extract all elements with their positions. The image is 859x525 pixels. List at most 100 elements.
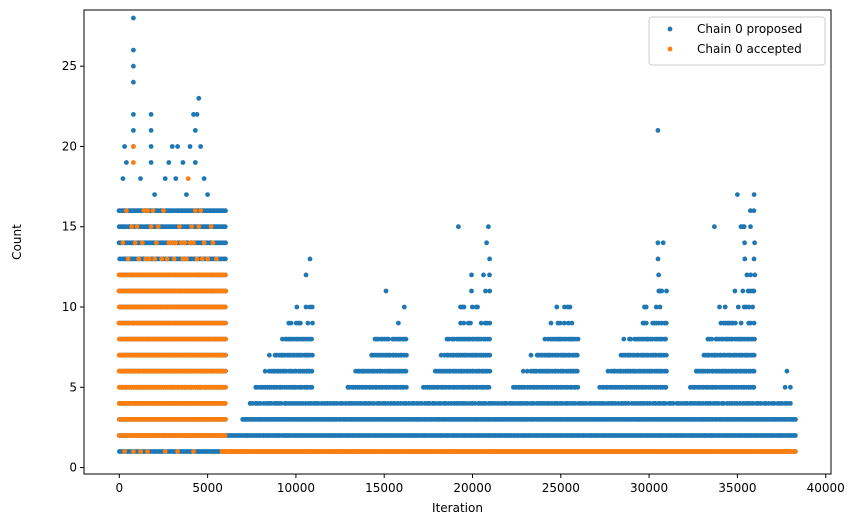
proposed-point	[751, 320, 757, 326]
proposed-point	[751, 384, 757, 390]
accepted-point	[198, 208, 204, 214]
accepted-point	[146, 256, 152, 262]
y-tick-label: 10	[62, 300, 77, 314]
proposed-point	[307, 256, 313, 262]
legend-label-proposed: Chain 0 proposed	[697, 22, 802, 36]
y-tick-label: 5	[69, 380, 77, 394]
accepted-point	[120, 240, 126, 246]
proposed-point	[169, 144, 175, 149]
accepted-point	[131, 144, 136, 149]
accepted-point	[134, 224, 140, 230]
proposed-point	[383, 288, 389, 294]
proposed-point	[205, 192, 211, 198]
proposed-point	[664, 368, 669, 374]
accepted-point	[129, 224, 135, 230]
x-tick-label: 40000	[807, 481, 845, 495]
x-tick-label: 30000	[630, 481, 668, 495]
proposed-point	[303, 272, 309, 278]
y-tick-label: 15	[62, 220, 77, 234]
accepted-point	[138, 449, 143, 454]
proposed-point	[487, 256, 492, 262]
x-tick-label: 20000	[453, 481, 491, 495]
accepted-point	[177, 224, 182, 230]
proposed-point	[782, 384, 788, 390]
proposed-point	[438, 352, 444, 358]
proposed-point	[748, 224, 753, 230]
proposed-point	[288, 320, 294, 326]
proposed-point	[626, 401, 631, 406]
proposed-point	[655, 256, 661, 262]
proposed-point	[309, 336, 314, 342]
x-tick-label: 5000	[192, 481, 223, 495]
proposed-point	[655, 240, 661, 246]
proposed-point	[469, 288, 474, 294]
series-accepted-points	[116, 144, 798, 454]
accepted-point	[210, 240, 216, 246]
proposed-point	[524, 368, 530, 374]
proposed-point	[709, 336, 715, 342]
accepted-point	[187, 240, 193, 246]
proposed-point	[468, 320, 473, 326]
proposed-point	[162, 176, 168, 182]
accepted-point	[199, 256, 205, 262]
proposed-point	[180, 160, 186, 165]
proposed-point	[750, 401, 756, 406]
accepted-point	[222, 272, 228, 278]
proposed-point	[484, 240, 489, 246]
proposed-point	[746, 304, 752, 310]
accepted-point	[223, 336, 229, 342]
x-tick-label: 10000	[277, 481, 315, 495]
proposed-point	[712, 224, 717, 230]
proposed-point	[528, 352, 534, 358]
proposed-point	[298, 320, 303, 326]
proposed-point	[294, 304, 300, 310]
proposed-point	[148, 112, 154, 117]
accepted-point	[208, 224, 214, 230]
proposed-point	[751, 352, 757, 358]
accepted-point	[194, 256, 200, 262]
proposed-point	[131, 79, 136, 85]
accepted-point	[166, 240, 172, 246]
proposed-point	[643, 320, 649, 326]
proposed-point	[575, 384, 581, 390]
accepted-point	[222, 433, 228, 438]
proposed-point	[744, 272, 750, 278]
proposed-point	[664, 288, 669, 294]
x-tick-label: 0	[115, 481, 123, 495]
proposed-point	[469, 272, 474, 278]
proposed-point	[192, 160, 198, 165]
accepted-point	[178, 240, 184, 246]
accepted-point	[171, 256, 177, 262]
accepted-point	[223, 288, 229, 294]
proposed-point	[469, 304, 475, 310]
accepted-point	[124, 208, 129, 214]
proposed-point	[120, 176, 126, 182]
accepted-point	[192, 208, 198, 214]
proposed-point	[131, 47, 136, 53]
proposed-point	[303, 304, 309, 310]
proposed-point	[752, 272, 758, 278]
accepted-point	[131, 449, 136, 454]
proposed-point	[191, 112, 196, 117]
proposed-point	[187, 144, 193, 149]
proposed-point	[223, 256, 228, 262]
proposed-point	[663, 384, 669, 390]
proposed-point	[131, 15, 136, 21]
legend: Chain 0 proposed Chain 0 accepted	[648, 16, 826, 66]
proposed-point	[628, 336, 634, 342]
proposed-point	[735, 304, 741, 310]
proposed-point	[148, 127, 154, 133]
proposed-point	[548, 320, 554, 326]
y-tick-label: 20	[62, 139, 77, 153]
proposed-point	[557, 320, 563, 326]
proposed-point	[663, 320, 669, 326]
proposed-point	[223, 240, 229, 246]
accepted-point	[223, 401, 228, 406]
proposed-point	[748, 272, 753, 278]
proposed-point	[262, 368, 268, 374]
proposed-point	[481, 272, 486, 278]
proposed-point	[461, 304, 467, 310]
proposed-point	[567, 304, 573, 310]
accepted-point	[222, 417, 228, 422]
proposed-point	[486, 224, 491, 230]
